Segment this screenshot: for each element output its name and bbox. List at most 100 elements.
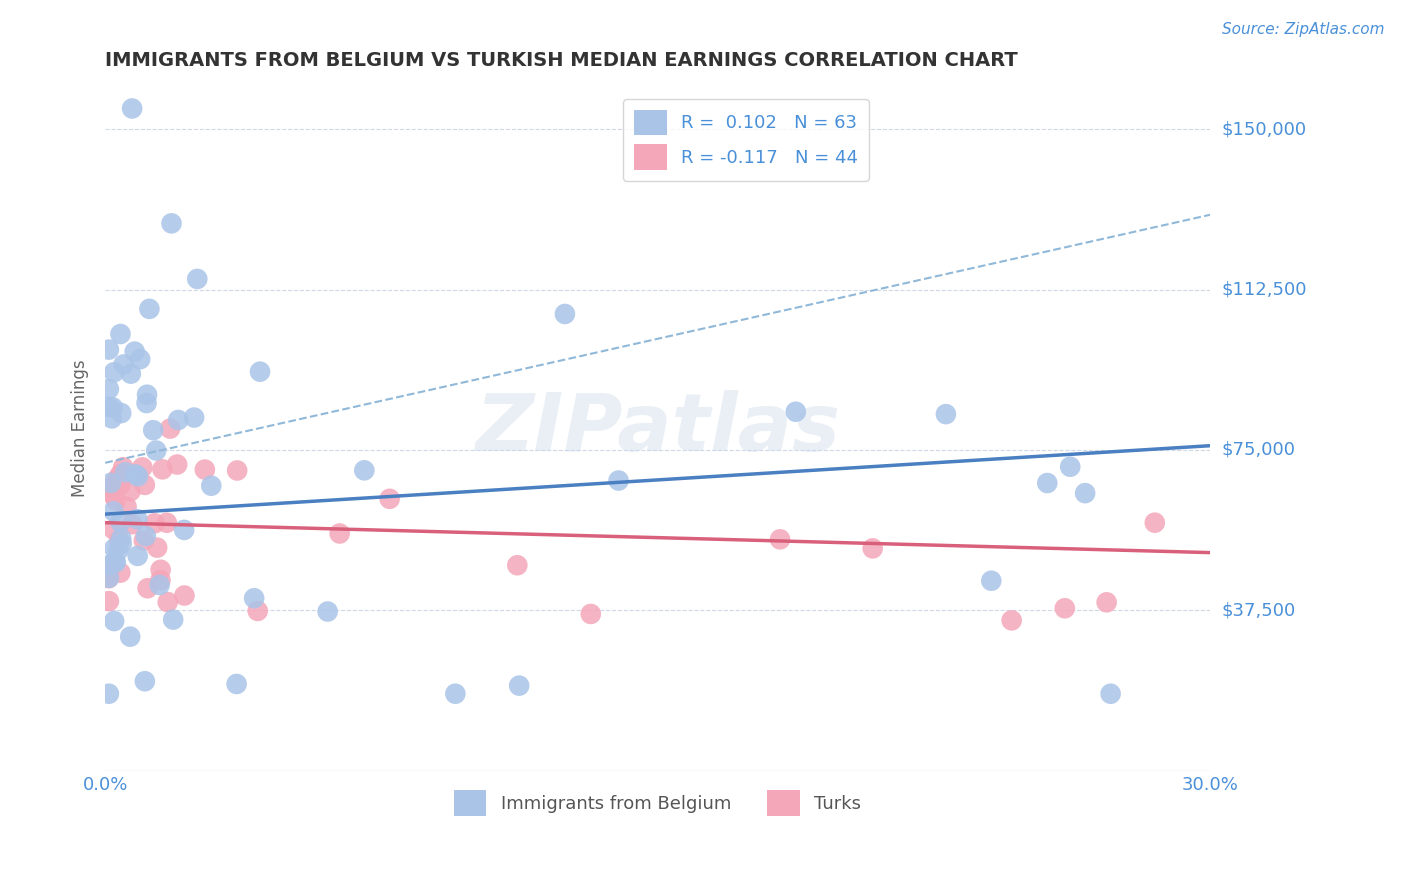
Point (97, 400, 120, 414)
Point (769, 533, 792, 547)
Point (97, 571, 120, 585)
Point (110, 532, 132, 546)
Point (554, 307, 576, 321)
Point (124, 344, 146, 359)
Point (111, 537, 134, 551)
Point (110, 326, 132, 341)
Point (131, 460, 153, 475)
Point (110, 406, 132, 420)
Point (134, 674, 156, 689)
Point (97, 559, 120, 574)
Point (149, 563, 172, 577)
Point (1059, 459, 1081, 474)
Point (143, 516, 166, 531)
Point (156, 516, 179, 530)
Text: $37,500: $37,500 (1222, 601, 1295, 619)
Point (112, 358, 135, 372)
Point (110, 477, 132, 491)
Point (243, 591, 266, 606)
Point (97, 594, 120, 608)
Point (1001, 613, 1024, 627)
Point (785, 405, 807, 419)
Text: $150,000: $150,000 (1222, 120, 1306, 138)
Point (246, 604, 269, 618)
Point (1095, 595, 1118, 609)
Point (226, 463, 249, 477)
Point (160, 216, 183, 230)
Point (167, 413, 190, 427)
Point (97, 565, 120, 579)
Point (110, 566, 132, 580)
Point (103, 541, 125, 556)
Point (108, 467, 131, 482)
Point (124, 467, 146, 482)
Text: Source: ZipAtlas.com: Source: ZipAtlas.com (1222, 22, 1385, 37)
Point (105, 473, 128, 487)
Point (100, 481, 122, 495)
Point (110, 515, 132, 529)
Point (378, 491, 401, 506)
Text: IMMIGRANTS FROM BELGIUM VS TURKISH MEDIAN EARNINGS CORRELATION CHART: IMMIGRANTS FROM BELGIUM VS TURKISH MEDIA… (105, 51, 1018, 70)
Point (101, 411, 124, 425)
Point (149, 573, 172, 587)
Point (103, 614, 125, 628)
Point (862, 541, 884, 556)
Point (136, 388, 159, 402)
Point (225, 677, 247, 691)
Point (506, 558, 529, 573)
Point (115, 500, 138, 514)
Point (120, 484, 142, 499)
Point (103, 489, 125, 503)
Point (97, 382, 120, 396)
Point (104, 493, 127, 508)
Point (146, 541, 169, 555)
Point (120, 367, 142, 381)
Point (183, 410, 205, 425)
Point (120, 630, 142, 644)
Point (98, 558, 121, 572)
Point (1074, 486, 1097, 500)
Point (121, 102, 143, 116)
Point (935, 407, 957, 421)
Point (97, 687, 120, 701)
Point (1099, 687, 1122, 701)
Point (142, 423, 165, 437)
Text: ZIPatlas: ZIPatlas (475, 390, 841, 467)
Point (162, 613, 184, 627)
Point (97, 343, 120, 357)
Point (200, 479, 222, 493)
Point (103, 504, 125, 518)
Point (156, 595, 179, 609)
Point (186, 272, 208, 286)
Point (103, 522, 125, 536)
Point (112, 460, 135, 475)
Point (114, 465, 136, 479)
Point (149, 578, 172, 592)
Point (108, 533, 131, 548)
Point (1053, 601, 1076, 615)
Point (135, 396, 157, 410)
Point (104, 556, 127, 570)
Point (980, 574, 1002, 588)
Point (1036, 476, 1059, 491)
Text: $75,000: $75,000 (1222, 441, 1295, 459)
Point (173, 589, 195, 603)
Point (329, 526, 352, 541)
Point (353, 463, 375, 477)
Point (107, 543, 129, 558)
Point (121, 517, 143, 532)
Point (173, 523, 195, 537)
Text: $112,500: $112,500 (1222, 281, 1306, 299)
Point (132, 533, 155, 548)
Point (135, 529, 157, 543)
Point (138, 301, 160, 316)
Point (134, 478, 156, 492)
Point (127, 549, 149, 563)
Y-axis label: Median Earnings: Median Earnings (72, 359, 89, 498)
Point (166, 458, 188, 472)
Point (136, 581, 159, 595)
Point (508, 679, 530, 693)
Point (607, 474, 630, 488)
Point (127, 469, 149, 483)
Point (101, 401, 124, 415)
